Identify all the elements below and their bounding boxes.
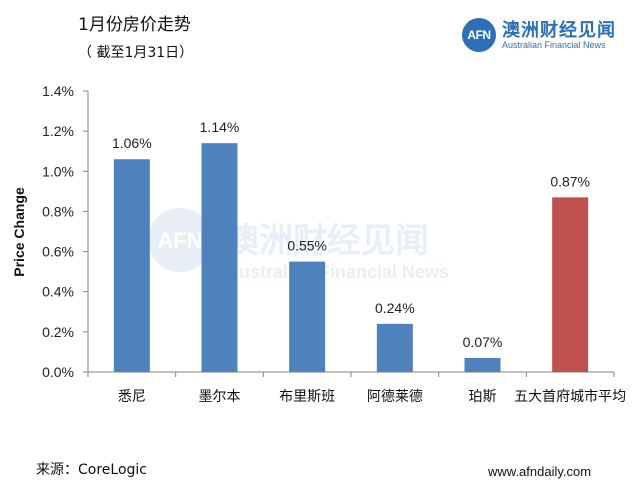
bar — [201, 143, 238, 372]
logo-name-en: Australian Financial News — [502, 40, 606, 50]
watermark-name-cn: 澳洲财经见闻 — [225, 221, 429, 261]
chart-bars — [113, 143, 589, 372]
chart-subtitle: （ 截至1月31日） — [78, 45, 194, 61]
bar-data-label: 1.14% — [200, 119, 240, 135]
website-link[interactable]: www.afndaily.com — [488, 464, 592, 479]
watermark: AFN 澳洲财经见闻 Australian Financial News — [148, 208, 449, 282]
chart-title: 1月份房价走势 — [78, 15, 191, 35]
watermark-mark: AFN — [157, 228, 202, 253]
bar — [289, 261, 326, 372]
chart-axes: 0.0% 0.2% 0.4% 0.6% 0.8% 1.0% 1.2% 1.4% — [42, 83, 615, 380]
bar — [552, 197, 589, 372]
logo-name-cn: 澳洲财经见闻 — [502, 20, 616, 41]
chart-labels: 1.06% 悉尼 1.14% 墨尔本 0.55% 布里斯班 0.24% 阿德莱德 0.07% 珀斯… — [112, 119, 626, 405]
y-tick-label: 0.6% — [42, 244, 74, 260]
y-tick-label: 1.0% — [42, 163, 74, 179]
source-note: 来源：CoreLogic — [36, 462, 147, 478]
x-tick-label: 悉尼 — [118, 389, 146, 405]
bar-data-label: 0.07% — [463, 334, 503, 350]
x-tick-label: 珀斯 — [469, 389, 497, 405]
watermark-logo-icon — [148, 208, 212, 272]
bar — [113, 159, 150, 372]
bar-data-label: 0.87% — [550, 173, 590, 189]
y-tick-label: 1.2% — [42, 123, 74, 139]
y-tick-label: 0.0% — [42, 364, 74, 380]
y-tick-label: 0.2% — [42, 324, 74, 340]
bar-data-label: 1.06% — [112, 135, 152, 151]
afn-logo[interactable]: AFN 澳洲财经见闻 Australian Financial News — [462, 16, 622, 56]
watermark-name-en: Australian Financial News — [226, 262, 449, 282]
y-axis-label: Price Change — [11, 187, 27, 277]
x-tick-label: 布里斯班 — [279, 389, 335, 405]
bar — [376, 323, 413, 372]
x-tick-label: 阿德莱德 — [367, 389, 423, 405]
x-tick-label: 五大首府城市平均 — [514, 388, 626, 405]
y-tick-label: 0.4% — [42, 284, 74, 300]
bar-data-label: 0.55% — [287, 238, 327, 254]
x-tick-label: 墨尔本 — [199, 389, 241, 405]
bar — [464, 357, 501, 372]
bar-data-label: 0.24% — [375, 300, 415, 316]
y-tick-label: 1.4% — [42, 83, 74, 99]
afn-logo-icon: AFN — [462, 18, 496, 52]
y-tick-label: 0.8% — [42, 203, 74, 219]
